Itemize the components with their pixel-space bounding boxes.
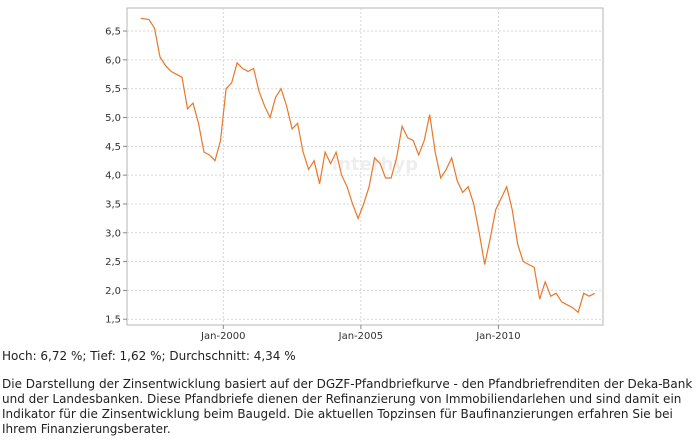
interest-rate-chart: interhyp 1,5 2,0 2,5 3,0 3,5 4,0 4,5 5,0 5,5 6,0 6… (105, 7, 604, 342)
series-layer (140, 17, 595, 314)
y-tick-label: 2,5 (105, 257, 121, 268)
x-tick-label: Jan-2005 (338, 331, 383, 342)
series-line (140, 17, 595, 314)
y-tick-label: 4,5 (105, 142, 121, 153)
y-tick-label: 4,0 (105, 171, 121, 182)
y-tick-label: 5,5 (105, 84, 121, 95)
y-tick-label: 6,0 (105, 55, 121, 66)
plot-area (126, 7, 604, 326)
rate-statistics: Hoch: 6,72 %; Tief: 1,62 %; Durchschnitt… (2, 349, 296, 363)
x-tick-label: Jan-2010 (475, 331, 520, 342)
y-tick-label: 3,5 (105, 199, 121, 210)
y-tick-label: 6,5 (105, 27, 121, 38)
grid-lines (127, 8, 603, 325)
y-tick-label: 2,0 (105, 286, 121, 297)
chart-description: Die Darstellung der Zinsentwicklung basi… (2, 377, 693, 436)
y-tick-label: 3,0 (105, 228, 121, 239)
axes: 1,5 2,0 2,5 3,0 3,5 4,0 4,5 5,0 5,5 6,0 6,5 Jan-200… (105, 27, 521, 342)
y-tick-label: 1,5 (105, 315, 121, 326)
watermark: interhyp (332, 154, 418, 175)
y-tick-label: 5,0 (105, 113, 121, 124)
x-tick-label: Jan-2000 (200, 331, 245, 342)
